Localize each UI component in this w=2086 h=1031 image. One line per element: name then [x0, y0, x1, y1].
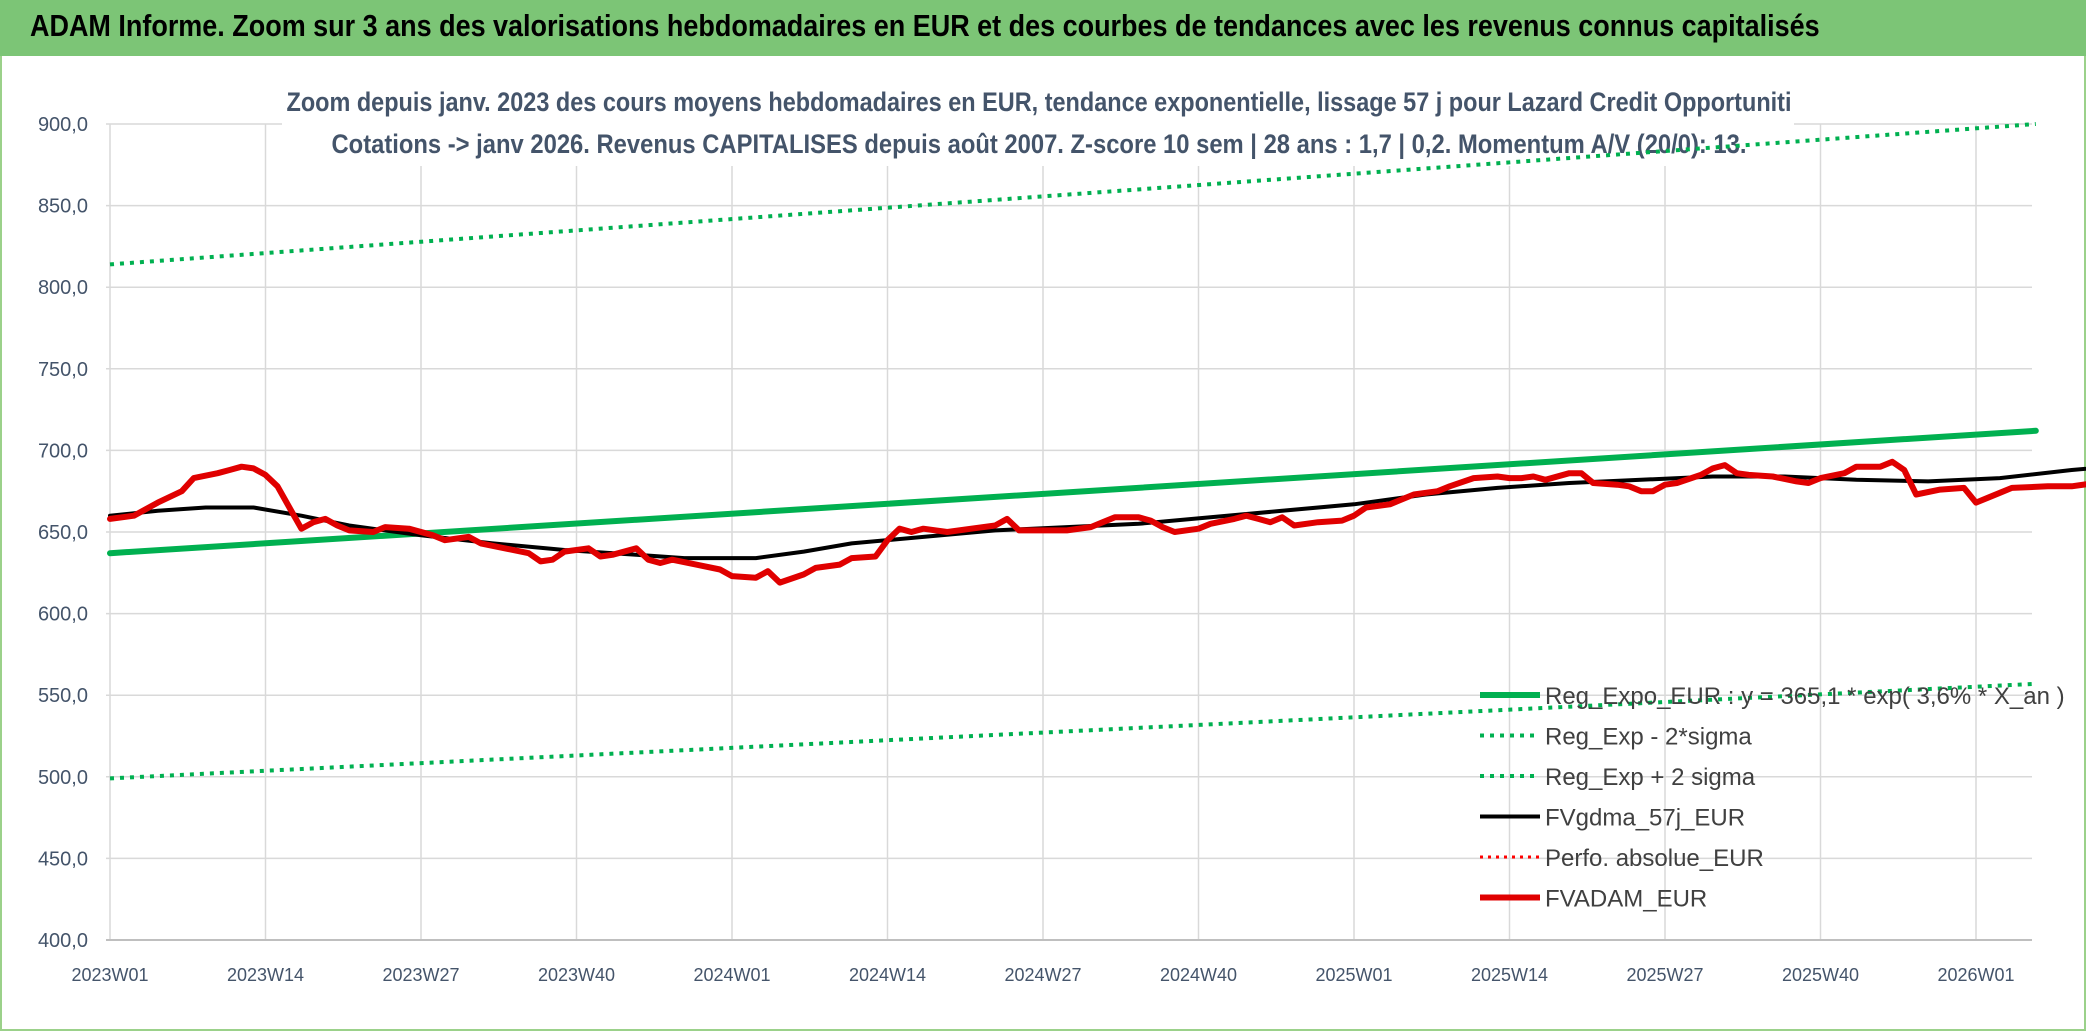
- y-tick-label: 750,0: [38, 359, 88, 381]
- series-line-1: [109, 681, 2036, 781]
- legend-label-5: FVADAM_EUR: [1545, 886, 1707, 913]
- y-axis-ticks: 400,0 450,0 500,0 550,0 600,0 650,0 700,0 750,0…: [38, 114, 88, 952]
- y-tick-label: 650,0: [38, 522, 88, 544]
- legend-label-4: Perfo. absolue_EUR: [1545, 845, 1764, 872]
- y-tick-label: 550,0: [38, 685, 88, 707]
- x-tick-label: 2024W40: [1160, 965, 1237, 985]
- y-tick-label: 400,0: [38, 930, 88, 952]
- x-tick-label: 2024W14: [849, 965, 926, 985]
- y-tick-label: 800,0: [38, 277, 88, 299]
- y-tick-label: 450,0: [38, 848, 88, 870]
- x-tick-label: 2023W40: [538, 965, 615, 985]
- chart-legend: Reg_Expo_EUR : y = 365,1 * exp( 3,6% * X…: [1480, 683, 2065, 913]
- report-banner-title: ADAM Informe. Zoom sur 3 ans des valoris…: [30, 8, 1820, 43]
- legend-label-2: Reg_Exp + 2 sigma: [1545, 764, 1756, 791]
- series-line-2: [109, 122, 2036, 267]
- series-layer: [107, 122, 2086, 781]
- x-tick-label: 2023W14: [227, 965, 304, 985]
- x-tick-label: 2024W27: [1004, 965, 1081, 985]
- x-tick-label: 2025W14: [1471, 965, 1548, 985]
- y-tick-label: 850,0: [38, 196, 88, 218]
- x-tick-label: 2023W01: [71, 965, 148, 985]
- series-line-0: [107, 427, 2039, 557]
- y-tick-label: 700,0: [38, 440, 88, 462]
- chart-grid: [106, 123, 2032, 941]
- series-line-5: [107, 458, 2086, 586]
- legend-label-0: Reg_Expo_EUR : y = 365,1 * exp( 3,6% * X…: [1545, 683, 2065, 710]
- legend-label-3: FVgdma_57j_EUR: [1545, 805, 1745, 832]
- x-tick-label: 2025W01: [1315, 965, 1392, 985]
- x-axis-ticks: 2023W01 2023W14 2023W27 2023W40 2024W01 2024W…: [71, 965, 2014, 985]
- x-tick-label: 2025W27: [1626, 965, 1703, 985]
- y-tick-label: 500,0: [38, 767, 88, 789]
- y-tick-label: 600,0: [38, 604, 88, 626]
- chart-title-line-2: Cotations -> janv 2026. Revenus CAPITALI…: [332, 129, 1747, 159]
- report-banner: ADAM Informe. Zoom sur 3 ans des valoris…: [0, 0, 2086, 56]
- title-backdrop: [282, 80, 1794, 166]
- legend-label-1: Reg_Exp - 2*sigma: [1545, 724, 1752, 751]
- chart-title-line-1: Zoom depuis janv. 2023 des cours moyens …: [287, 87, 1792, 117]
- x-tick-label: 2026W01: [1937, 965, 2014, 985]
- chart-title: Zoom depuis janv. 2023 des cours moyens …: [287, 87, 1792, 159]
- y-tick-label: 900,0: [38, 114, 88, 136]
- x-tick-label: 2025W40: [1782, 965, 1859, 985]
- x-tick-label: 2024W01: [693, 965, 770, 985]
- x-tick-label: 2023W27: [382, 965, 459, 985]
